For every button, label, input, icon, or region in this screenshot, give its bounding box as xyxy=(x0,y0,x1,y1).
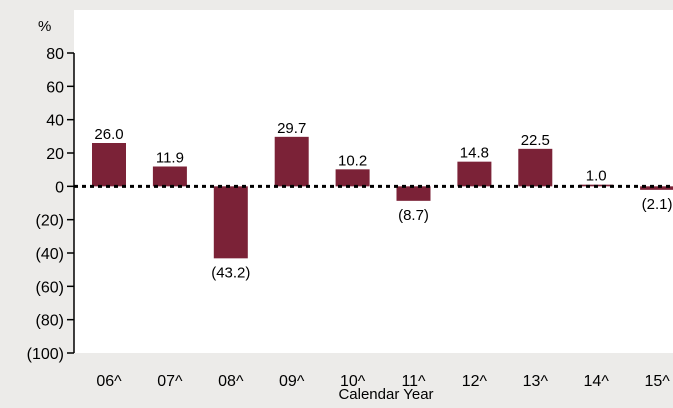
y-tick-label: 80 xyxy=(46,46,64,63)
bar xyxy=(335,169,370,187)
bars xyxy=(92,136,673,259)
bar xyxy=(92,143,126,187)
x-tick-label: 11^ xyxy=(401,373,426,390)
bar-value-label: 29.7 xyxy=(277,120,306,137)
x-axis-title: Calendar Year xyxy=(338,386,433,403)
bar-value-label: 26.0 xyxy=(94,126,123,143)
bar-value-label: 22.5 xyxy=(521,132,550,149)
y-axis-unit: % xyxy=(38,18,51,35)
y-tick-label: 20 xyxy=(46,146,64,163)
x-tick-label: 12^ xyxy=(462,373,488,390)
bar xyxy=(396,186,431,201)
bar xyxy=(152,166,187,187)
x-axis-labels: 06^ 07^ 08^ 09^ 10^ 11^ 12^ 13^ 14^ 15^ xyxy=(96,373,670,390)
x-tick-label: 08^ xyxy=(218,373,244,390)
bar xyxy=(274,136,309,187)
bar xyxy=(640,186,673,190)
bar-value-label: (43.2) xyxy=(211,264,250,281)
y-tick-label: (80) xyxy=(36,313,64,330)
bar xyxy=(457,161,492,187)
data-labels: 26.0 11.9 (43.2) 29.7 10.2 (8.7) 14.8 22.5 1.0 (2… xyxy=(94,120,672,282)
bar xyxy=(213,186,248,259)
bar-value-label: 14.8 xyxy=(460,145,489,162)
x-tick-label: 07^ xyxy=(157,373,183,390)
x-tick-label: 09^ xyxy=(279,373,305,390)
y-axis-ticks: 80 60 40 20 0 (20) (40) (60) (80) (100) xyxy=(27,46,74,363)
bar-value-label: 10.2 xyxy=(338,152,367,169)
x-tick-label: 15^ xyxy=(644,373,670,390)
y-tick-label: (40) xyxy=(36,246,64,263)
bar-value-label: 1.0 xyxy=(586,168,607,185)
x-tick-label: 10^ xyxy=(340,373,366,390)
bar-value-label: (2.1) xyxy=(642,196,673,213)
x-tick-label: 14^ xyxy=(584,373,610,390)
bar-value-label: (8.7) xyxy=(398,207,429,224)
y-tick-label: (20) xyxy=(36,213,64,230)
y-tick-label: (60) xyxy=(36,279,64,296)
y-tick-label: 40 xyxy=(46,113,64,130)
y-tick-label: (100) xyxy=(27,346,64,363)
x-tick-label: 06^ xyxy=(96,373,122,390)
y-tick-label: 60 xyxy=(46,79,64,96)
x-tick-label: 13^ xyxy=(523,373,549,390)
y-tick-label: 0 xyxy=(55,179,64,196)
bar-value-label: 11.9 xyxy=(156,150,184,167)
bar xyxy=(518,148,553,187)
